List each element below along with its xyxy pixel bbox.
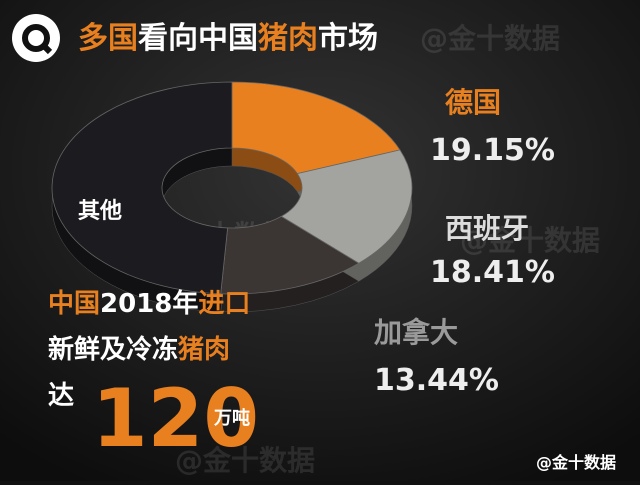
big-number: 120	[92, 372, 259, 465]
title-part: 猪肉	[258, 21, 318, 56]
annotation-part: 进口	[198, 289, 250, 319]
slice	[280, 149, 413, 264]
annotation-part: 2018年	[100, 288, 198, 319]
slice	[220, 215, 360, 295]
chart-title: 多国看向中国猪肉市场	[78, 21, 378, 56]
annotation-line: 中国2018年进口	[48, 288, 250, 319]
category-label: 其他	[78, 199, 122, 224]
category-label: 西班牙	[445, 212, 529, 245]
annotation-part: 达	[48, 381, 74, 411]
title-part: 看向中国	[138, 21, 258, 56]
value-label: 13.44%	[374, 363, 499, 398]
title-part: 市场	[318, 21, 378, 56]
category-label: 德国	[445, 86, 501, 119]
title-part: 多国	[78, 21, 138, 56]
slice	[51, 81, 233, 295]
annotation-line: 新鲜及冷冻猪肉	[48, 334, 230, 365]
annotation-part: 新鲜及冷冻	[48, 334, 178, 365]
slice	[231, 81, 401, 175]
category-label: 加拿大	[374, 316, 458, 349]
logo	[12, 14, 60, 62]
credit: @金十数据	[536, 453, 616, 472]
value-label: 19.15%	[430, 133, 555, 168]
value-label: 18.41%	[430, 255, 555, 290]
annotation-part: 猪肉	[178, 335, 230, 365]
watermark: @金十数据	[420, 22, 560, 55]
watermark: @金十数据	[175, 444, 315, 477]
donut-chart: 德国 19.15% 西班牙 18.41% 加拿大 13.44% 其他	[51, 81, 555, 398]
annotation-part: 中国	[48, 289, 100, 319]
annotation-unit: 万吨	[213, 407, 250, 429]
watermark: @金十数据	[460, 224, 600, 257]
